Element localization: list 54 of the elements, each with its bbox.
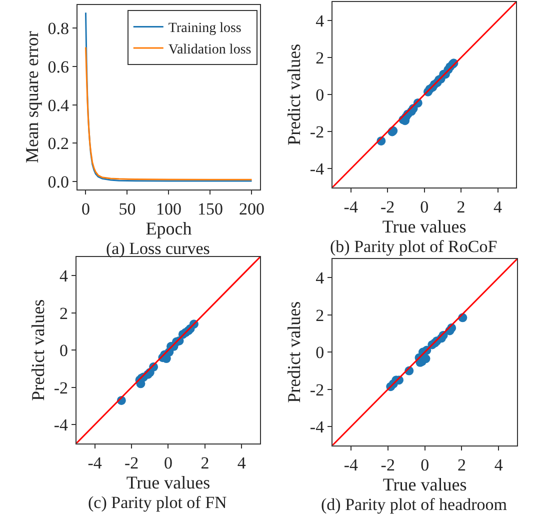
x-tick-label: -2 xyxy=(380,456,395,475)
x-tick-label: -2 xyxy=(380,198,395,217)
text: (b) Parity plot of RoCoF xyxy=(330,237,498,256)
x-tick-label: 100 xyxy=(156,200,182,219)
x-tick-label: 2 xyxy=(457,456,466,475)
y-tick-label: 0.0 xyxy=(48,172,70,192)
legend-label: Training loss xyxy=(168,21,242,36)
y-axis-title: Predict values xyxy=(28,299,48,401)
y-tick-label: 0 xyxy=(316,86,324,105)
x-tick-label: 2 xyxy=(200,454,210,473)
x-tick-label: 0 xyxy=(164,454,172,473)
y-tick-label: -2 xyxy=(54,378,68,398)
text: (c) Parity plot of FN xyxy=(88,493,227,512)
y-tick-label: 4 xyxy=(60,266,69,286)
x-tick-label: 0 xyxy=(420,456,430,475)
y-axis-title: Predict values xyxy=(284,44,304,146)
x-axis-title: True values xyxy=(126,472,210,493)
x-tick-label: 2 xyxy=(456,198,466,217)
x-tick-label: 200 xyxy=(239,200,264,219)
x-axis-title: Epoch xyxy=(146,218,192,239)
y-tick-label: 2 xyxy=(316,48,324,68)
x-tick-label: 4 xyxy=(237,454,246,473)
x-tick-label: 0 xyxy=(81,200,90,219)
y-tick-label: 0.8 xyxy=(48,18,70,38)
text: (d) Parity plot of headroom xyxy=(321,495,508,514)
y-tick-label: -4 xyxy=(310,418,325,437)
x-tick-label: -4 xyxy=(88,454,102,473)
y-tick-label: -2 xyxy=(310,380,324,400)
y-tick-label: 4 xyxy=(316,268,325,288)
y-axis-title: Predict values xyxy=(284,301,304,403)
x-tick-label: -4 xyxy=(344,198,358,217)
legend-label: Validation loss xyxy=(168,42,252,58)
x-axis-title: True values xyxy=(382,216,466,237)
annotation: (a) Loss curves xyxy=(106,239,210,258)
y-tick-label: 0.4 xyxy=(48,96,70,115)
y-tick-label: 4 xyxy=(316,11,325,30)
x-tick-label: 50 xyxy=(118,200,136,219)
x-tick-label: -4 xyxy=(344,456,359,475)
y-tick-label: -4 xyxy=(54,416,69,435)
y-axis-title: Mean square error xyxy=(22,31,42,164)
y-tick-label: 0 xyxy=(60,341,68,360)
x-axis-title: True values xyxy=(382,474,467,495)
y-tick-label: 0.2 xyxy=(48,134,70,154)
x-tick-label: -2 xyxy=(124,454,139,473)
x-tick-label: 4 xyxy=(494,198,503,217)
x-tick-label: 150 xyxy=(197,200,223,219)
x-tick-label: 4 xyxy=(494,456,504,475)
y-tick-label: 2 xyxy=(60,304,68,323)
y-tick-label: 0 xyxy=(316,343,324,362)
x-tick-label: 0 xyxy=(420,198,429,217)
y-tick-label: 2 xyxy=(316,306,324,325)
y-tick-label: 0.6 xyxy=(48,57,70,76)
y-tick-label: -2 xyxy=(310,122,324,142)
y-tick-label: -4 xyxy=(310,160,325,179)
